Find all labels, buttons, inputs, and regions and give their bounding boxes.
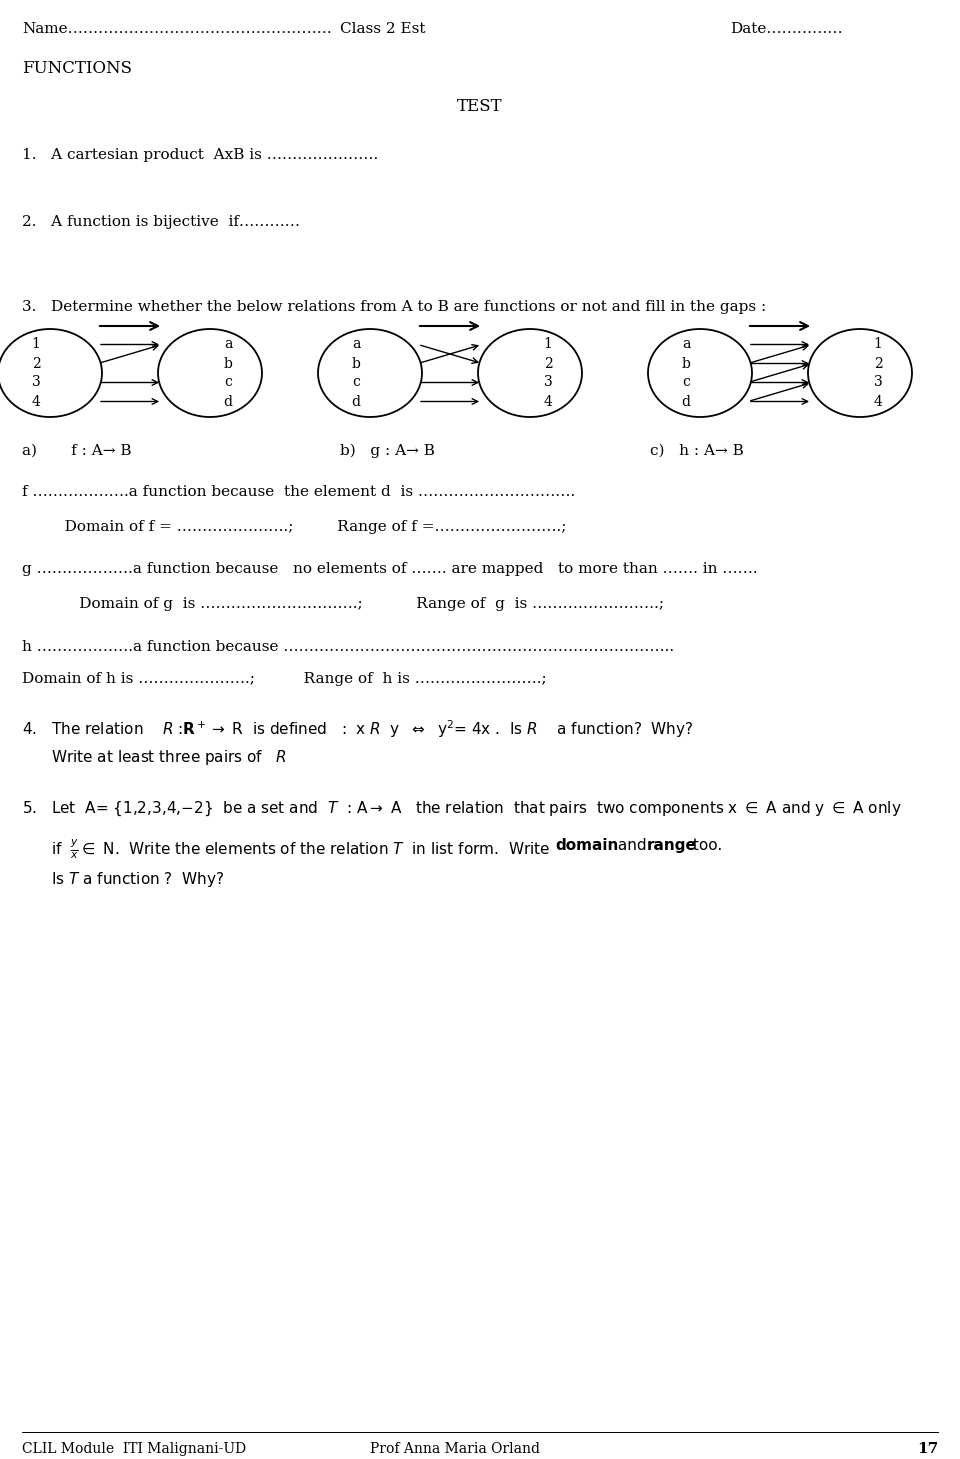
Text: b)   g : A→ B: b) g : A→ B: [340, 444, 435, 458]
Text: a: a: [682, 337, 690, 352]
Text: c)   h : A→ B: c) h : A→ B: [650, 444, 744, 458]
Text: 2: 2: [874, 356, 882, 371]
Text: a: a: [351, 337, 360, 352]
Text: a: a: [224, 337, 232, 352]
Text: 4.   The relation    $R$ :$\mathbf{R}^+$$\rightarrow$ R  is defined   :  x $R$  : 4. The relation $R$ :$\mathbf{R}^+$$\rig…: [22, 718, 693, 740]
Text: 1: 1: [543, 337, 552, 352]
Text: 4: 4: [32, 394, 40, 409]
Text: Prof Anna Maria Orland: Prof Anna Maria Orland: [370, 1441, 540, 1456]
Text: b: b: [351, 356, 360, 371]
Text: 4: 4: [543, 394, 552, 409]
Text: Is $T$ a function ?  Why?: Is $T$ a function ? Why?: [22, 870, 225, 889]
Text: Domain of g  is ………………………….;           Range of  g  is …………………….;: Domain of g is ………………………….; Range of g i…: [50, 597, 664, 611]
Text: Name…………………………………………….: Name…………………………………………….: [22, 22, 331, 36]
Text: d: d: [682, 394, 690, 409]
Text: too.: too.: [688, 837, 722, 854]
Text: h ……………….a function because …………………………………………………………………..: h ……………….a function because …………………………………: [22, 641, 674, 654]
Text: d: d: [224, 394, 232, 409]
Text: 1: 1: [32, 337, 40, 352]
Text: Date……………: Date……………: [730, 22, 843, 36]
Text: 4: 4: [874, 394, 882, 409]
Text: range: range: [647, 837, 697, 854]
Text: c: c: [224, 375, 232, 390]
Text: 3: 3: [543, 375, 552, 390]
Text: 3: 3: [32, 375, 40, 390]
Text: and: and: [613, 837, 652, 854]
Text: domain: domain: [555, 837, 618, 854]
Text: c: c: [352, 375, 360, 390]
Text: f ……………….a function because  the element d  is ………………………….: f ……………….a function because the element …: [22, 484, 575, 499]
Text: Domain of h is ………………….;          Range of  h is …………………….;: Domain of h is ………………….; Range of h is ……: [22, 673, 546, 686]
Text: 2.   A function is bijective  if…………: 2. A function is bijective if…………: [22, 214, 300, 229]
Text: Class 2 Est: Class 2 Est: [340, 22, 425, 36]
Text: CLIL Module  ITI Malignani-UD: CLIL Module ITI Malignani-UD: [22, 1441, 246, 1456]
Text: Write at least three pairs of   $R$: Write at least three pairs of $R$: [22, 748, 287, 767]
Text: d: d: [351, 394, 361, 409]
Text: g ……………….a function because   no elements of ……. are mapped   to more than ……. i: g ……………….a function because no elements …: [22, 562, 757, 576]
Text: 2: 2: [543, 356, 552, 371]
Text: 3.   Determine whether the below relations from A to B are functions or not and : 3. Determine whether the below relations…: [22, 301, 766, 314]
Text: 5.   Let  A= $\{$1,2,3,4,$-$2$\}$  be a set and  $T$  : A$\rightarrow$ A   the r: 5. Let A= $\{$1,2,3,4,$-$2$\}$ be a set …: [22, 800, 901, 818]
Text: 1: 1: [874, 337, 882, 352]
Text: Domain of f = ………………….;         Range of f =…………………….;: Domain of f = ………………….; Range of f =……………: [50, 519, 566, 534]
Text: 17: 17: [917, 1441, 938, 1456]
Text: TEST: TEST: [457, 98, 503, 115]
Text: 1.   A cartesian product  AxB is ………………….: 1. A cartesian product AxB is ………………….: [22, 147, 378, 162]
Text: b: b: [682, 356, 690, 371]
Text: 3: 3: [874, 375, 882, 390]
Text: FUNCTIONS: FUNCTIONS: [22, 60, 132, 77]
Text: c: c: [682, 375, 690, 390]
Text: a)       f : A→ B: a) f : A→ B: [22, 444, 132, 458]
Text: b: b: [224, 356, 232, 371]
Text: if  $\frac{y}{x}$$\in$ N.  Write the elements of the relation $T$  in list form.: if $\frac{y}{x}$$\in$ N. Write the eleme…: [22, 837, 551, 861]
Text: 2: 2: [32, 356, 40, 371]
